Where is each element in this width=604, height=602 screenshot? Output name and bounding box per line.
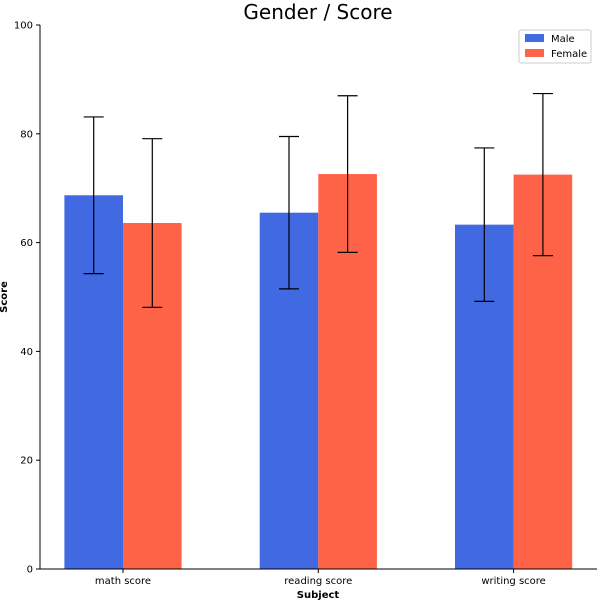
y-tick-label: 40 <box>20 347 33 358</box>
x-tick-label: reading score <box>284 576 352 587</box>
y-axis-label: Score <box>0 281 10 313</box>
chart-title: Gender / Score <box>243 0 392 24</box>
x-tick-label: writing score <box>481 576 546 587</box>
legend-label-female: Female <box>551 49 587 60</box>
y-tick-label: 0 <box>27 565 33 576</box>
error-bar-female-0 <box>142 138 163 308</box>
error-bar-female-2 <box>532 92 553 257</box>
x-tick-label: math score <box>95 576 151 587</box>
y-tick-label: 20 <box>20 456 33 467</box>
error-bar-male-2 <box>474 147 495 302</box>
y-tick-label: 60 <box>20 238 33 249</box>
legend: Male Female <box>518 29 592 64</box>
plot-area <box>36 24 573 573</box>
x-axis-label: Subject <box>297 590 340 601</box>
y-tick-label: 80 <box>20 129 33 140</box>
legend-label-male: Male <box>551 34 575 45</box>
y-tick-label: 100 <box>14 21 33 32</box>
legend-swatch-female <box>525 49 544 57</box>
error-bar-male-1 <box>279 135 299 290</box>
error-bar-female-1 <box>337 95 358 253</box>
error-bar-male-0 <box>83 116 104 275</box>
legend-swatch-male <box>525 34 544 42</box>
